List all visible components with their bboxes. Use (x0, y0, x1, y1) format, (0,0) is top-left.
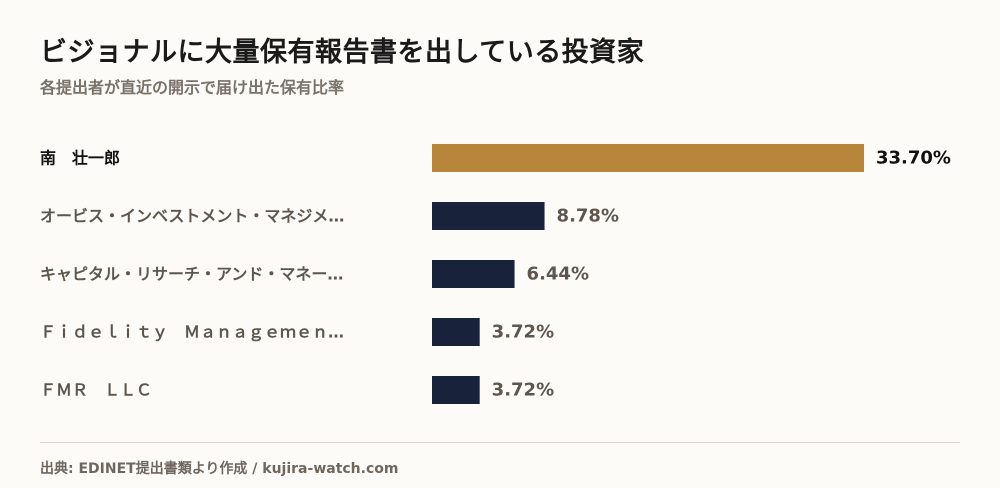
bar (432, 376, 480, 404)
category-label: オービス・インベストメント・マネジメ… (40, 207, 344, 226)
source-note: 出典: EDINET提出書類より作成 / kujira-watch.com (40, 461, 399, 477)
bar (432, 318, 480, 346)
bar (432, 202, 545, 230)
category-label: ＦＭＲ ＬＬＣ (40, 381, 152, 400)
footer-divider (40, 442, 960, 443)
value-label: 8.78% (557, 206, 619, 227)
bar-chart: 南 壮一郎 33.70% オービス・インベストメント・マネジメ… 8.78% キャピタル… (40, 144, 951, 404)
value-label: 3.72% (492, 380, 554, 401)
value-label: 3.72% (492, 322, 554, 343)
value-label: 6.44% (527, 264, 589, 285)
chart-title: ビジョナルに大量保有報告書を出している投資家 (40, 37, 645, 68)
category-label: Ｆｉｄｅｌｉｔｙ Ｍａｎａｇｅｍｅｎ… (40, 323, 344, 343)
category-label: 南 壮一郎 (40, 149, 120, 168)
bar (432, 260, 515, 288)
category-label: キャピタル・リサーチ・アンド・マネー… (40, 265, 343, 284)
value-label: 33.70% (876, 148, 951, 169)
bar (432, 144, 864, 172)
chart-subtitle: 各提出者が直近の開示で届け出た保有比率 (40, 78, 345, 97)
